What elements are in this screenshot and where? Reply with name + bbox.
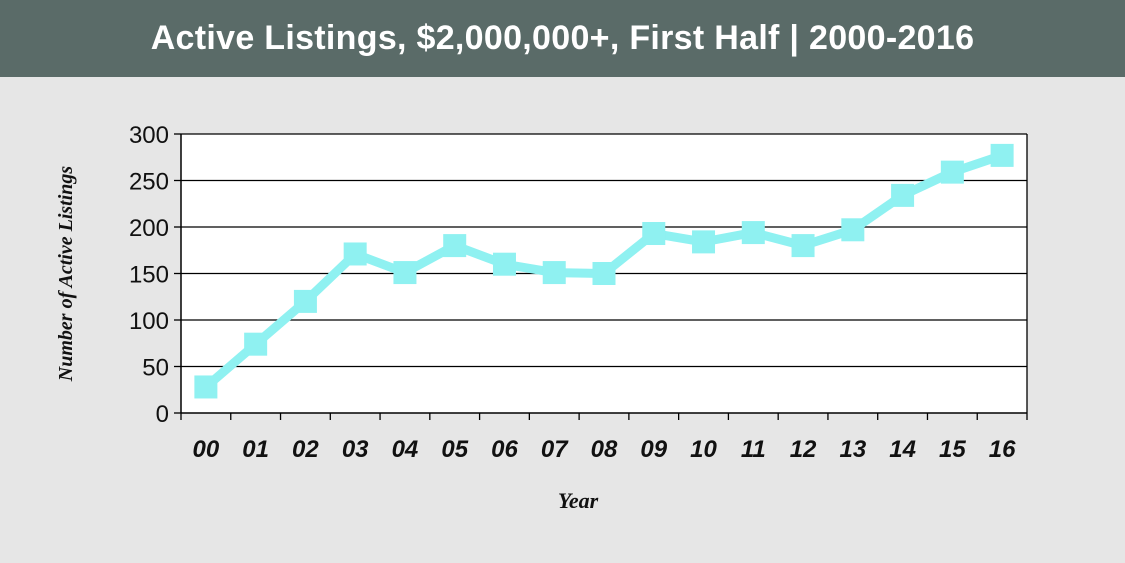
data-point-marker — [492, 252, 516, 276]
data-point-marker — [542, 261, 566, 285]
series-group — [194, 143, 1014, 399]
data-point-marker — [940, 160, 964, 184]
x-tick-label: 12 — [790, 436, 817, 463]
x-tick-label: 11 — [741, 436, 766, 463]
x-axis-label: Year — [558, 488, 599, 513]
data-point-marker — [194, 375, 218, 399]
x-tick-label: 10 — [690, 436, 717, 463]
gridlines — [181, 133, 1027, 368]
data-point-marker — [741, 221, 765, 245]
data-point-marker — [692, 230, 716, 254]
y-axis-label: Number of Active Listings — [55, 166, 77, 383]
x-axis-ticks: 00 01 02 03 04 05 06 07 08 09 10 11 12 13 14 15 16 — [180, 413, 1028, 463]
data-point-marker — [293, 289, 317, 313]
x-tick-label: 00 — [193, 436, 220, 463]
x-tick-label: 05 — [441, 436, 468, 463]
x-tick-label: 09 — [640, 436, 667, 463]
y-tick-label: 50 — [142, 355, 169, 382]
y-tick-label: 200 — [129, 215, 169, 242]
data-point-marker — [393, 261, 417, 285]
title-bar: Active Listings, $2,000,000+, First Half… — [0, 0, 1125, 77]
x-tick-label: 15 — [939, 436, 966, 463]
x-tick-label: 06 — [491, 436, 518, 463]
data-point-marker — [642, 222, 666, 246]
y-tick-label: 100 — [129, 308, 169, 335]
data-point-marker — [443, 234, 467, 258]
x-tick-label: 14 — [889, 436, 916, 463]
x-tick-label: 03 — [342, 436, 369, 463]
x-tick-label: 16 — [989, 436, 1016, 463]
x-tick-label: 02 — [292, 436, 319, 463]
data-point-marker — [990, 143, 1014, 167]
data-point-marker — [244, 332, 268, 356]
x-tick-label: 08 — [591, 436, 618, 463]
x-tick-label: 07 — [541, 436, 569, 463]
data-point-marker — [343, 242, 367, 266]
data-point-marker — [841, 218, 865, 242]
data-point-marker — [592, 262, 616, 285]
y-tick-label: 150 — [129, 262, 169, 289]
y-tick-label: 300 — [129, 122, 169, 149]
x-tick-label: 04 — [392, 436, 419, 463]
x-tick-label: 13 — [839, 436, 866, 463]
chart-title: Active Listings, $2,000,000+, First Half… — [150, 19, 975, 57]
y-tick-label: 250 — [129, 169, 169, 196]
data-point-marker — [891, 183, 915, 207]
data-point-marker — [791, 234, 815, 258]
y-axis-ticks: 0 50 100 150 200 250 300 — [129, 122, 181, 428]
y-tick-label: 0 — [156, 401, 169, 428]
x-tick-label: 01 — [242, 436, 269, 463]
